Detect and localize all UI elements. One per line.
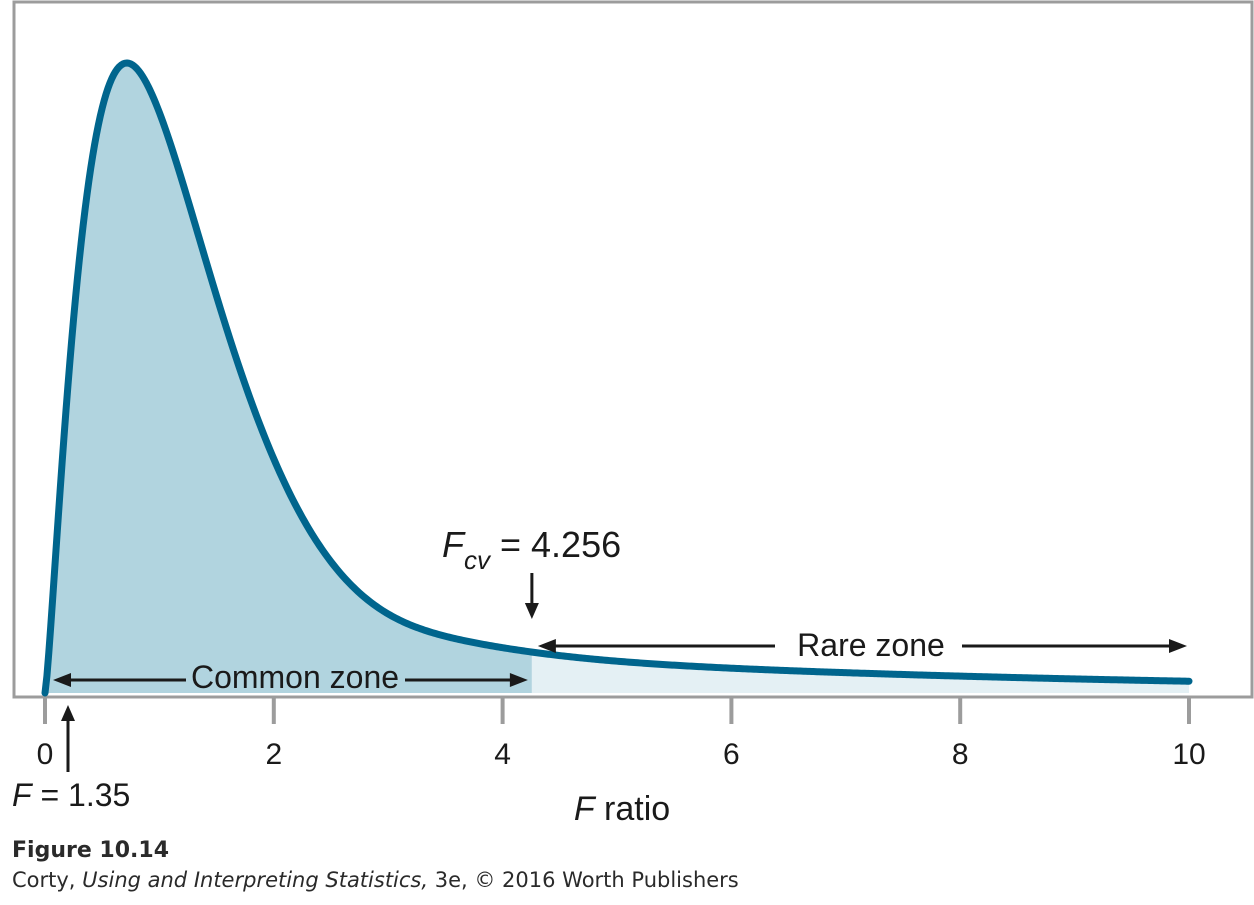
common-zone-left-arrowhead — [53, 673, 71, 687]
critical-label-sub: cv — [464, 545, 492, 575]
x-tick-label: 0 — [37, 738, 54, 771]
common-zone-right-arrowhead — [509, 673, 528, 687]
critical-value-arrowhead — [524, 603, 539, 619]
density-curve — [41, 59, 1193, 697]
x-axis-title-italic: F — [574, 790, 597, 828]
figure-caption-source: Corty, Using and Interpreting Statistics… — [12, 868, 739, 892]
observed-value-label: F = 1.35 — [12, 777, 130, 813]
plot-frame — [12, 0, 1254, 699]
figure-caption-title: Figure 10.14 — [12, 838, 169, 863]
x-tick-label: 8 — [952, 738, 969, 771]
observed-value-arrowhead — [61, 705, 75, 721]
observed-label-main: F — [12, 777, 34, 813]
rare-zone-right-arrowhead — [1169, 639, 1187, 653]
observed-label-rest: = 1.35 — [32, 777, 131, 813]
x-axis-ticks: 0 2 4 6 8 10 — [37, 697, 1206, 771]
caption-book-title: Using and Interpreting Statistics, — [82, 868, 429, 892]
common-zone-area — [45, 63, 532, 693]
x-tick-label: 6 — [723, 738, 740, 771]
critical-label-rest: = 4.256 — [490, 524, 621, 565]
rare-zone-left-arrowhead — [537, 639, 556, 653]
x-tick-label: 10 — [1172, 738, 1205, 771]
critical-label-main: F — [442, 524, 466, 565]
rare-zone-area — [531, 652, 1189, 693]
critical-value-label: Fcv = 4.256 — [442, 524, 621, 575]
common-zone-label: Common zone — [191, 659, 399, 695]
x-axis-title-rest: ratio — [595, 790, 671, 828]
caption-edition: 3e, © 2016 Worth Publishers — [434, 868, 739, 892]
x-tick-label: 2 — [265, 738, 282, 771]
caption-author: Corty, — [12, 868, 76, 892]
annotation-arrows — [53, 573, 1187, 772]
rare-zone-label: Rare zone — [797, 627, 945, 663]
x-axis-title: F ratio — [574, 790, 670, 828]
x-tick-label: 4 — [494, 738, 511, 771]
